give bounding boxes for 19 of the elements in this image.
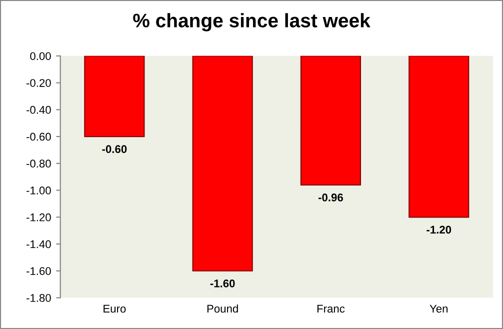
y-tick-label: 0.00 [30,52,51,60]
y-tick-label: -1.40 [26,240,51,248]
y-tick-label: -1.60 [26,267,51,276]
y-tick-label: -1.20 [26,213,51,222]
y-tick-label: -0.80 [26,160,51,168]
y-tick-label: -1.80 [26,294,51,302]
data-label: -0.60 [102,145,127,154]
x-tick-label: Franc [317,304,345,313]
data-label: -0.96 [318,194,343,202]
x-tick-label: Euro [104,304,126,313]
y-tick-label: -0.20 [26,79,51,87]
x-tick-label: Pound [207,304,238,313]
chart-title: % change since last week [133,13,370,32]
data-label: -1.60 [210,280,235,288]
x-tick-label: Yen [430,304,448,313]
data-label: -1.20 [426,226,452,234]
y-tick-label: -1.00 [26,186,51,194]
y-tick-label: -0.60 [26,132,51,141]
y-tick-label: -0.40 [26,106,51,114]
